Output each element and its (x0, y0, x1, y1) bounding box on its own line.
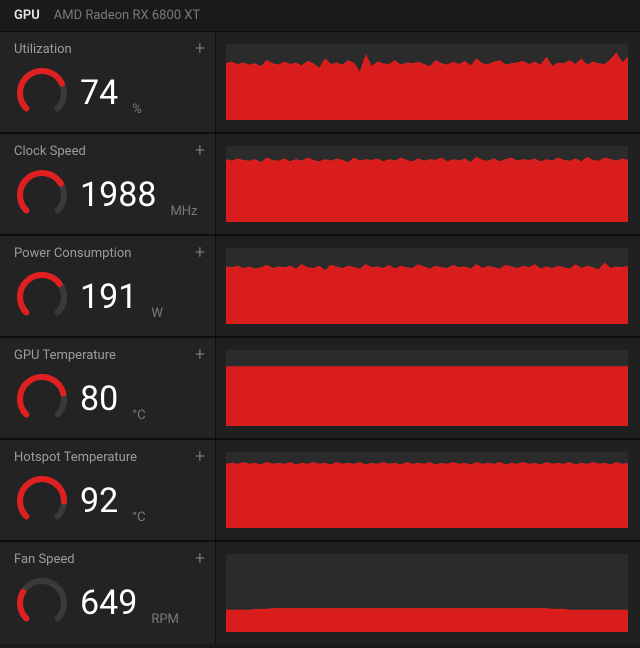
header: GPU AMD Radeon RX 6800 XT (0, 0, 640, 32)
chart-fan_speed (226, 554, 628, 632)
chart-wrap (216, 32, 640, 132)
metric-panel-utilization: Utilization + 74 % (0, 32, 216, 132)
metric-label: Hotspot Temperature (14, 450, 203, 465)
metric-label: GPU Temperature (14, 348, 203, 363)
metric-panel-clock_speed: Clock Speed + 1988 MHz (0, 134, 216, 234)
value-row: 191 W (14, 269, 203, 325)
gauge-icon (14, 473, 70, 529)
expand-icon[interactable]: + (195, 346, 205, 364)
chart-gpu_temp (226, 350, 628, 426)
metric-row-fan_speed: Fan Speed + 649 RPM (0, 542, 640, 644)
value-row: 80 °C (14, 371, 203, 427)
metric-panel-hotspot: Hotspot Temperature + 92 °C (0, 440, 216, 540)
expand-icon[interactable]: + (195, 448, 205, 466)
chart-wrap (216, 236, 640, 336)
metric-row-gpu_temp: GPU Temperature + 80 °C (0, 338, 640, 440)
metric-row-utilization: Utilization + 74 % (0, 32, 640, 134)
expand-icon[interactable]: + (195, 244, 205, 262)
metric-panel-power: Power Consumption + 191 W (0, 236, 216, 336)
expand-icon[interactable]: + (195, 142, 205, 160)
value-row: 92 °C (14, 473, 203, 529)
value-row: 1988 MHz (14, 167, 203, 223)
metric-value: 92 (80, 484, 118, 518)
metric-value: 80 (80, 382, 118, 416)
metric-label: Clock Speed (14, 144, 203, 159)
gauge-icon (14, 575, 70, 631)
chart-wrap (216, 440, 640, 540)
metric-unit: °C (132, 510, 145, 529)
metric-label: Fan Speed (14, 552, 203, 567)
metric-unit: RPM (151, 612, 179, 631)
metric-label: Utilization (14, 42, 203, 57)
expand-icon[interactable]: + (195, 40, 205, 58)
chart-wrap (216, 338, 640, 438)
gauge-icon (14, 269, 70, 325)
gpu-model: AMD Radeon RX 6800 XT (54, 8, 200, 23)
metric-panel-fan_speed: Fan Speed + 649 RPM (0, 542, 216, 644)
chart-wrap (216, 542, 640, 644)
metric-value: 1988 (80, 178, 156, 212)
metric-unit: W (151, 306, 163, 325)
chart-hotspot (226, 452, 628, 528)
metric-row-power: Power Consumption + 191 W (0, 236, 640, 338)
gpu-label: GPU (14, 8, 40, 23)
metric-value: 191 (80, 280, 137, 314)
metric-unit: % (132, 102, 142, 121)
metric-unit: MHz (170, 204, 197, 223)
value-row: 74 % (14, 65, 203, 121)
chart-utilization (226, 44, 628, 120)
metric-label: Power Consumption (14, 246, 203, 261)
chart-clock_speed (226, 146, 628, 222)
metric-value: 74 (80, 76, 118, 110)
metrics-container: Utilization + 74 % Clock Speed + 1988 MH… (0, 32, 640, 644)
metric-row-hotspot: Hotspot Temperature + 92 °C (0, 440, 640, 542)
chart-wrap (216, 134, 640, 234)
expand-icon[interactable]: + (195, 550, 205, 568)
gauge-icon (14, 371, 70, 427)
value-row: 649 RPM (14, 575, 203, 631)
metric-value: 649 (80, 586, 137, 620)
metric-panel-gpu_temp: GPU Temperature + 80 °C (0, 338, 216, 438)
chart-power (226, 248, 628, 324)
metric-unit: °C (132, 408, 145, 427)
gauge-icon (14, 167, 70, 223)
metric-row-clock_speed: Clock Speed + 1988 MHz (0, 134, 640, 236)
gauge-icon (14, 65, 70, 121)
